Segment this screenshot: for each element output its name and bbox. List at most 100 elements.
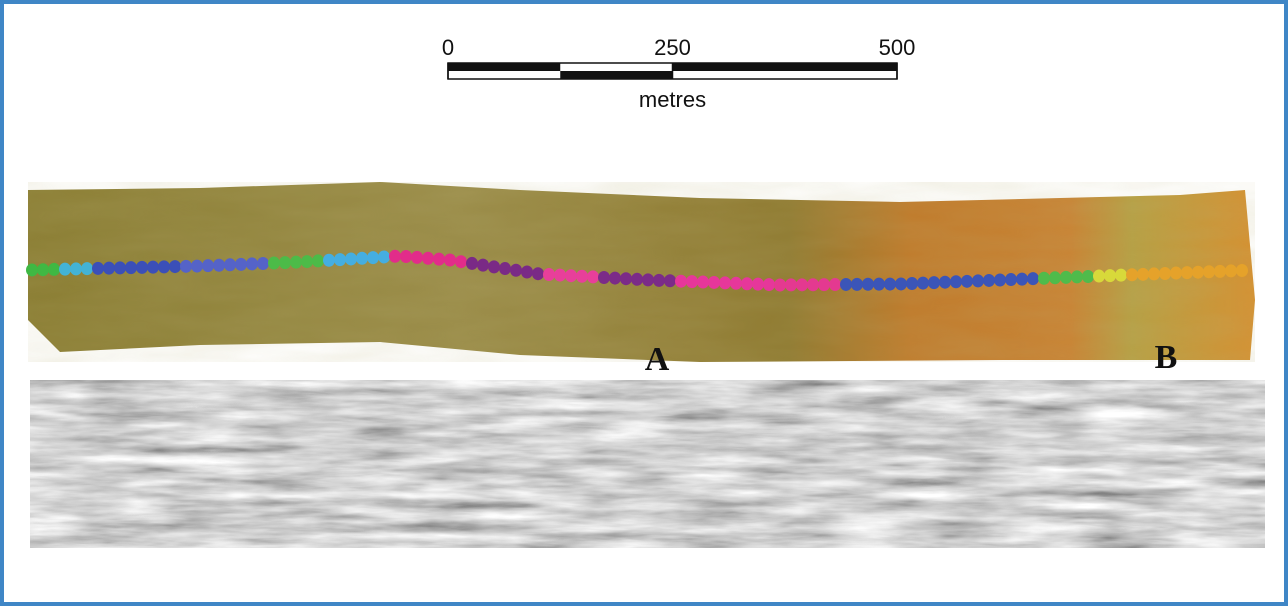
track-point: [378, 250, 390, 264]
track-point: [1071, 270, 1083, 284]
track-point: [631, 272, 643, 286]
track-point: [125, 261, 137, 275]
track-point: [257, 256, 269, 270]
track-point: [906, 277, 918, 291]
track-point: [961, 274, 973, 288]
track-point: [202, 259, 214, 273]
track-point: [1027, 272, 1039, 286]
track-point: [884, 277, 896, 291]
track-point: [26, 263, 38, 277]
track-point: [279, 256, 291, 270]
track-point: [994, 273, 1006, 287]
sonar-strip: [30, 380, 1265, 548]
track-point: [411, 250, 423, 264]
track-point: [103, 261, 115, 275]
track-point: [1214, 264, 1226, 278]
track-point: [807, 278, 819, 292]
track-point: [719, 276, 731, 290]
track-point: [598, 270, 610, 284]
track-point: [532, 267, 544, 281]
track-point: [565, 269, 577, 283]
track-point: [312, 254, 324, 268]
track-point: [576, 269, 588, 283]
scale-bar-segment: [672, 63, 897, 71]
track-point: [851, 277, 863, 291]
track-point: [1170, 266, 1182, 280]
track-point: [1005, 273, 1017, 287]
track-point: [147, 260, 159, 274]
track-point: [785, 278, 797, 292]
track-point: [829, 278, 841, 292]
track-point: [301, 255, 313, 269]
track-point: [1148, 267, 1160, 281]
track-point: [488, 260, 500, 274]
track-point: [917, 276, 929, 290]
track-point: [466, 256, 478, 270]
track-point: [114, 261, 126, 275]
track-point: [796, 278, 808, 292]
track-point: [334, 253, 346, 267]
track-point: [422, 251, 434, 265]
track-point: [1060, 270, 1072, 284]
track-point: [950, 275, 962, 289]
track-point: [1192, 265, 1204, 279]
track-point: [862, 277, 874, 291]
track-point: [1115, 268, 1127, 282]
track-point: [1016, 272, 1028, 286]
marker-label: B: [1155, 339, 1178, 376]
marker-label: A: [645, 341, 670, 378]
track-point: [1126, 268, 1138, 282]
track-point: [972, 274, 984, 288]
track-point: [389, 249, 401, 263]
track-point: [213, 258, 225, 272]
track-point: [1225, 264, 1237, 278]
track-point: [620, 272, 632, 286]
track-point: [224, 258, 236, 272]
track-point: [191, 259, 203, 273]
track-point: [70, 262, 82, 276]
track-point: [730, 276, 742, 290]
track-point: [1137, 267, 1149, 281]
track-point: [752, 277, 764, 291]
track-point: [180, 259, 192, 273]
bathymetry-strip: [26, 182, 1255, 362]
survey-track: [26, 249, 1248, 292]
track-point: [400, 249, 412, 263]
track-point: [1181, 266, 1193, 280]
track-point: [290, 255, 302, 269]
scale-unit: metres: [639, 87, 706, 112]
track-point: [1104, 269, 1116, 283]
track-point: [642, 273, 654, 287]
scale-bar: 0 250 500 metres: [442, 35, 915, 112]
track-point: [455, 255, 467, 269]
track-point: [345, 252, 357, 266]
track-point: [873, 277, 885, 291]
track-point: [1049, 271, 1061, 285]
scale-tick-label: 250: [654, 35, 691, 60]
scale-tick-label: 500: [879, 35, 916, 60]
track-point: [323, 253, 335, 267]
track-point: [1093, 269, 1105, 283]
track-point: [1159, 266, 1171, 280]
track-point: [543, 267, 555, 281]
track-point: [895, 277, 907, 291]
track-point: [697, 275, 709, 289]
track-point: [37, 263, 49, 277]
track-point: [1236, 264, 1248, 278]
track-point: [59, 262, 71, 276]
track-point: [840, 277, 852, 291]
track-point: [928, 276, 940, 290]
track-point: [268, 256, 280, 270]
track-point: [664, 274, 676, 288]
track-point: [983, 273, 995, 287]
track-point: [235, 257, 247, 271]
track-point: [433, 252, 445, 266]
track-point: [169, 260, 181, 274]
track-point: [158, 260, 170, 274]
track-point: [708, 275, 720, 289]
track-point: [444, 253, 456, 267]
track-point: [477, 258, 489, 272]
track-point: [1038, 271, 1050, 285]
track-point: [48, 262, 60, 276]
track-point: [741, 277, 753, 291]
